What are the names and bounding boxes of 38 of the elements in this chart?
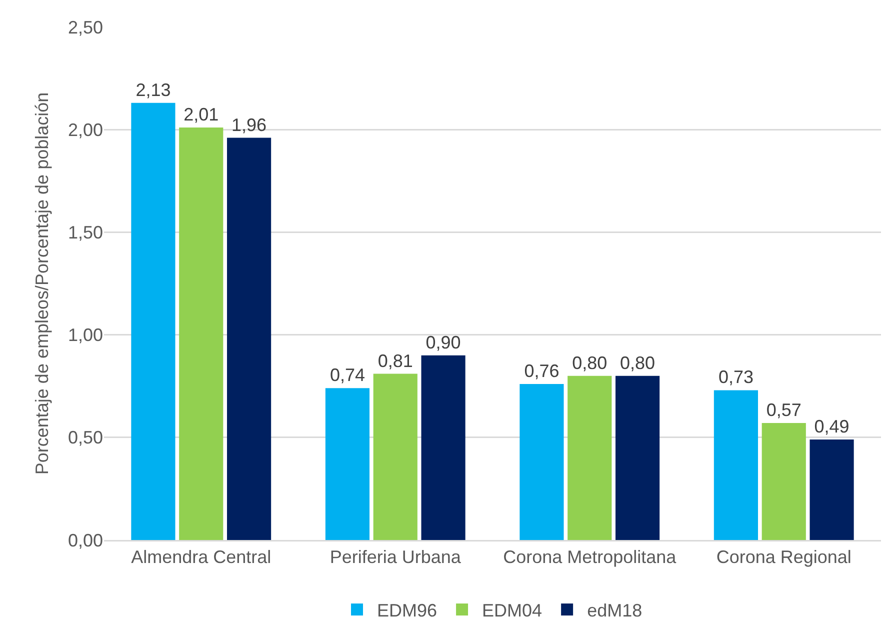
legend-label: edM18 [587, 600, 642, 621]
x-tick-label: Periferia Urbana [330, 547, 462, 568]
data-label: 0,74 [330, 365, 365, 386]
bar [179, 128, 224, 540]
y-tick-label: 1,00 [68, 325, 103, 346]
bar [227, 138, 272, 540]
data-label: 2,13 [136, 80, 171, 100]
y-tick-label: 0,50 [68, 428, 103, 448]
x-tick-label: Corona Metropolitana [503, 547, 678, 568]
data-label: 1,96 [232, 114, 267, 135]
bar [373, 374, 418, 540]
legend-label: EDM04 [482, 600, 542, 621]
x-tick-label: Corona Regional [716, 547, 852, 568]
bar [762, 423, 806, 540]
y-tick-label: 0,00 [68, 530, 103, 550]
data-label: 2,01 [184, 104, 219, 125]
bar [421, 355, 466, 540]
bar [520, 384, 564, 540]
bar [616, 376, 660, 540]
data-label: 0,81 [378, 350, 413, 371]
data-label: 0,73 [718, 367, 754, 388]
bar [568, 376, 612, 540]
data-label: 0,49 [814, 416, 850, 436]
y-axis-title: Porcentaje de empleos/Porcentaje de población [32, 92, 52, 475]
data-label: 0,80 [572, 352, 608, 373]
y-tick-label: 1,50 [68, 222, 103, 242]
bar [714, 390, 758, 540]
data-label: 0,80 [620, 352, 656, 373]
bar [810, 439, 854, 540]
bar [325, 388, 370, 540]
data-label: 0,57 [766, 400, 802, 420]
bar [131, 102, 176, 540]
data-label: 0,90 [426, 332, 461, 352]
legend-label: EDM96 [377, 600, 438, 621]
y-tick-label: 2,00 [68, 120, 103, 140]
y-tick-label: 2,50 [68, 17, 103, 38]
data-label: 0,76 [524, 361, 560, 382]
x-tick-label: Almendra Central [131, 547, 272, 568]
